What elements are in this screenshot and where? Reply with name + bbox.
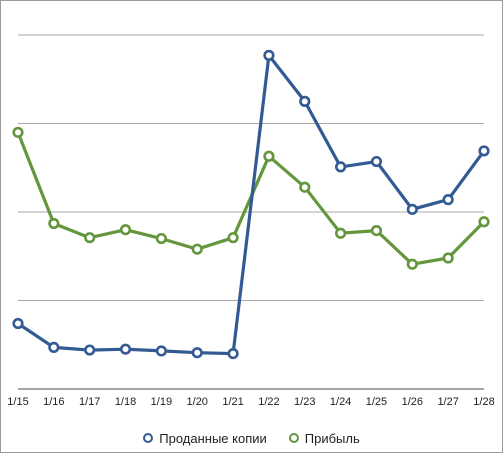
x-tick-label: 1/20 bbox=[187, 396, 208, 408]
x-tick-label: 1/21 bbox=[222, 396, 243, 408]
data-point-profit[interactable] bbox=[48, 217, 60, 230]
data-point-sold-copies[interactable] bbox=[84, 344, 96, 356]
data-point-profit[interactable] bbox=[84, 232, 96, 244]
x-tick-label: 1/16 bbox=[43, 396, 64, 408]
data-point-sold-copies[interactable] bbox=[263, 49, 275, 61]
legend: Проданные копии Прибыль bbox=[0, 426, 503, 450]
x-tick-label: 1/23 bbox=[294, 396, 315, 408]
x-tick-label: 1/25 bbox=[366, 396, 387, 408]
data-point-profit[interactable] bbox=[370, 224, 383, 237]
data-point-profit[interactable] bbox=[263, 150, 275, 162]
legend-marker-profit bbox=[288, 433, 299, 443]
legend-item-sold-copies[interactable]: Проданные копии bbox=[143, 431, 267, 446]
data-point-profit[interactable] bbox=[335, 227, 347, 239]
legend-marker-sold-copies bbox=[143, 433, 154, 443]
data-point-profit[interactable] bbox=[299, 181, 311, 193]
data-point-sold-copies[interactable] bbox=[442, 194, 454, 206]
data-point-sold-copies[interactable] bbox=[335, 161, 347, 173]
legend-item-profit[interactable]: Прибыль bbox=[288, 430, 360, 446]
data-point-sold-copies[interactable] bbox=[299, 95, 311, 107]
x-tick-label: 1/27 bbox=[437, 396, 458, 408]
x-axis-tick-labels: 1/15 1/16 1/17 1/18 1/19 1/20 1/21 1/22 1/23 1/24… bbox=[7, 396, 494, 408]
legend-label-sold-copies: Проданные копии bbox=[159, 430, 267, 446]
data-point-profit[interactable] bbox=[12, 126, 24, 138]
series-line-sold-copies bbox=[16, 53, 486, 356]
data-point-profit[interactable] bbox=[119, 224, 132, 236]
data-point-profit[interactable] bbox=[478, 216, 490, 228]
data-point-sold-copies[interactable] bbox=[191, 347, 203, 359]
gridlines bbox=[18, 34, 484, 390]
legend-label-profit: Прибыль bbox=[304, 430, 360, 446]
data-point-sold-copies[interactable] bbox=[48, 341, 60, 354]
x-tick-label: 1/19 bbox=[151, 396, 172, 408]
data-point-sold-copies[interactable] bbox=[12, 317, 24, 330]
x-tick-label: 1/17 bbox=[79, 396, 100, 408]
data-point-profit[interactable] bbox=[442, 252, 454, 264]
x-tick-label: 1/28 bbox=[473, 396, 494, 408]
data-point-profit[interactable] bbox=[227, 232, 239, 244]
data-point-profit[interactable] bbox=[155, 232, 167, 245]
data-point-sold-copies[interactable] bbox=[406, 203, 418, 215]
series-lines bbox=[16, 53, 486, 356]
data-point-sold-copies[interactable] bbox=[478, 145, 490, 157]
series-points bbox=[12, 49, 490, 360]
data-point-sold-copies[interactable] bbox=[370, 155, 383, 168]
data-point-profit[interactable] bbox=[191, 243, 203, 255]
data-point-sold-copies[interactable] bbox=[155, 345, 167, 357]
x-tick-label: 1/15 bbox=[7, 396, 28, 408]
data-point-profit[interactable] bbox=[406, 258, 418, 270]
data-point-sold-copies[interactable] bbox=[227, 348, 239, 360]
x-tick-label: 1/26 bbox=[402, 396, 423, 408]
x-tick-label: 1/22 bbox=[258, 396, 279, 408]
x-tick-label: 1/24 bbox=[330, 396, 351, 408]
data-point-sold-copies[interactable] bbox=[119, 343, 132, 355]
x-tick-label: 1/18 bbox=[115, 396, 136, 408]
